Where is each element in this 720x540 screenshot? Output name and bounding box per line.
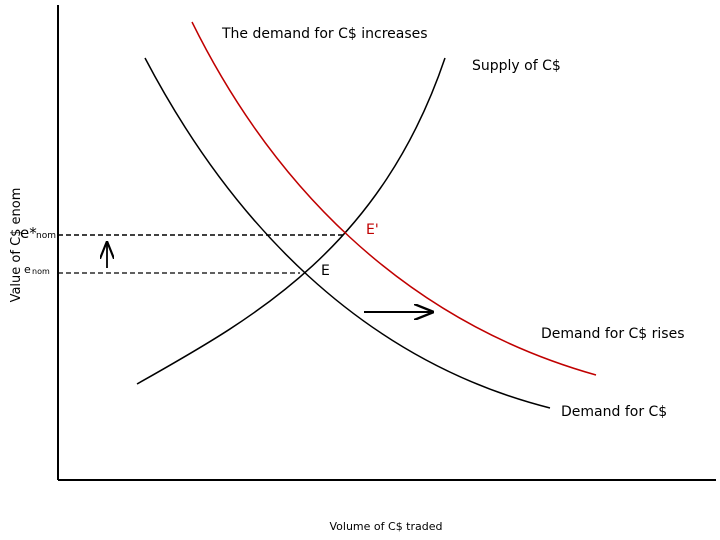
- new-demand-label: Demand for C$ rises: [541, 326, 685, 342]
- rate-sub: nom: [32, 267, 50, 276]
- supply-curve: [136, 57, 446, 385]
- equilibrium-label: E: [321, 263, 330, 279]
- rate-label: e: [24, 263, 31, 276]
- x-axis-label: Volume of C$ traded: [330, 520, 443, 533]
- demand-label: Demand for C$: [561, 404, 667, 420]
- y-axis-label: Value of C$ enom: [9, 188, 24, 303]
- supply-label: Supply of C$: [472, 58, 561, 74]
- new-equilibrium-label: E': [366, 222, 379, 238]
- new-rate-label: e*: [20, 224, 37, 242]
- demand-curve: [144, 57, 551, 409]
- new-rate-sub: nom: [36, 231, 56, 241]
- new-demand-curve: [191, 21, 597, 376]
- title: The demand for C$ increases: [221, 26, 428, 42]
